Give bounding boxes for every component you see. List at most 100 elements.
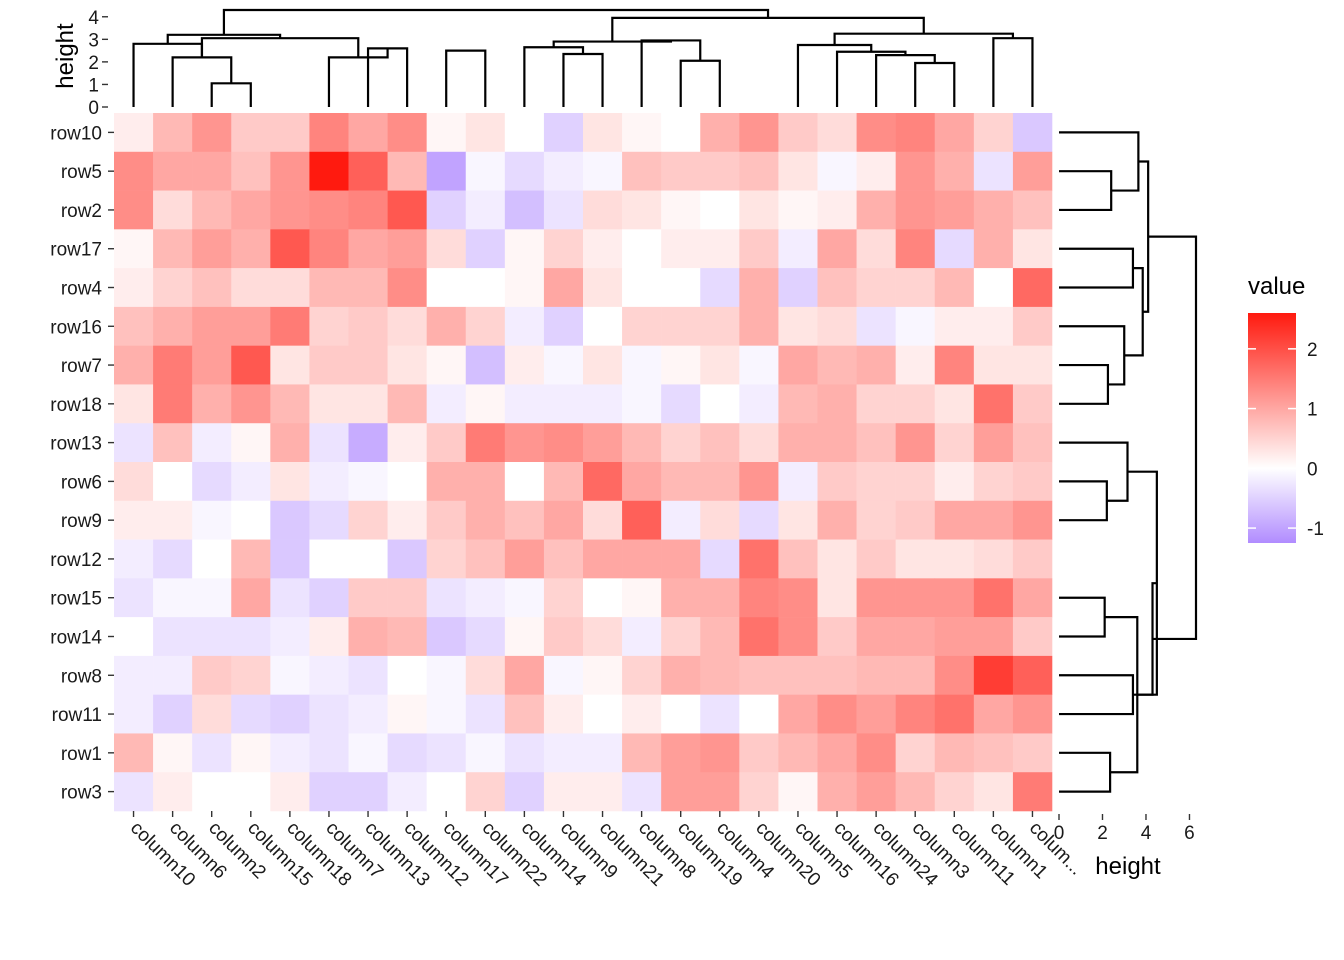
heatmap-cell: [622, 113, 662, 153]
dendrogram-branch: [562, 52, 604, 107]
heatmap-cell: [387, 423, 427, 463]
heatmap-cell: [270, 151, 310, 191]
heatmap-cell: [1012, 655, 1053, 695]
heatmap-cell: [739, 539, 779, 579]
heatmap-cell: [934, 384, 975, 424]
legend-tick-label: 2: [1307, 340, 1318, 361]
heatmap-cell: [739, 655, 779, 695]
heatmap-cell: [856, 578, 896, 618]
dendrogram-branch: [132, 42, 204, 107]
right-dendrogram-axis-title: height: [1095, 853, 1161, 880]
heatmap-cell: [309, 306, 349, 346]
heatmap-cell: [700, 500, 740, 540]
row-label: row4: [61, 279, 103, 300]
heatmap-cell: [504, 617, 545, 657]
heatmap-cell: [583, 229, 623, 269]
heatmap-cell: [465, 268, 506, 308]
heatmap-cell: [778, 578, 818, 618]
heatmap-cell: [270, 655, 310, 695]
heatmap-cell: [348, 462, 388, 502]
heatmap-cell: [817, 578, 857, 618]
row-label: row8: [61, 666, 102, 687]
heatmap-cell: [739, 306, 779, 346]
heatmap-cell: [739, 617, 779, 657]
heatmap-cell: [895, 733, 936, 773]
heatmap-cell: [817, 500, 857, 540]
heatmap-cell: [192, 151, 232, 191]
heatmap-cell: [231, 462, 271, 502]
heatmap-cell: [543, 190, 584, 230]
row-label: row17: [50, 240, 102, 261]
heatmap-cell: [153, 345, 193, 385]
heatmap-cell: [348, 229, 388, 269]
heatmap-cell: [661, 539, 701, 579]
heatmap-cell: [504, 539, 545, 579]
heatmap-cell: [895, 694, 936, 734]
heatmap-cell: [348, 190, 388, 230]
heatmap-cell: [114, 578, 154, 618]
heatmap-cell: [192, 772, 232, 812]
row-label: row14: [50, 628, 102, 649]
dendrogram-branch: [366, 47, 409, 107]
row-label: row18: [50, 395, 102, 416]
row-label: row13: [50, 434, 102, 455]
dendrogram-branch: [523, 46, 585, 107]
heatmap-cell: [739, 384, 779, 424]
legend-color-bar: [1248, 313, 1296, 543]
heatmap-cell: [504, 694, 545, 734]
heatmap-cell: [192, 229, 232, 269]
heatmap-cell: [348, 384, 388, 424]
dendrogram-branch: [611, 16, 925, 42]
heatmap-cell: [153, 617, 193, 657]
heatmap-cell: [465, 500, 506, 540]
heatmap-cell: [348, 733, 388, 773]
heatmap-cell: [153, 694, 193, 734]
heatmap-cell: [739, 694, 779, 734]
heatmap-cell: [739, 345, 779, 385]
heatmap-cell: [270, 384, 310, 424]
heatmap-cell: [231, 384, 271, 424]
heatmap-cell: [778, 229, 818, 269]
heatmap-cell: [192, 578, 232, 618]
heatmap-cell: [309, 190, 349, 230]
right-axis-tick-label: 2: [1097, 823, 1108, 844]
heatmap-cell: [1012, 617, 1053, 657]
heatmap-cell: [192, 694, 232, 734]
heatmap-cell: [856, 655, 896, 695]
heatmap-cell: [973, 423, 1014, 463]
heatmap-cell: [856, 229, 896, 269]
heatmap-cell: [114, 772, 154, 812]
heatmap-cell: [543, 345, 584, 385]
heatmap-cell: [192, 306, 232, 346]
heatmap-cell: [700, 539, 740, 579]
heatmap-cell: [661, 617, 701, 657]
heatmap-cell: [661, 655, 701, 695]
heatmap-cell: [231, 423, 271, 463]
heatmap-cell: [895, 772, 936, 812]
heatmap-cell: [504, 190, 545, 230]
heatmap-cell: [856, 423, 896, 463]
heatmap-cell: [348, 578, 388, 618]
heatmap-cell: [895, 423, 936, 463]
heatmap-cell: [622, 229, 662, 269]
heatmap-cell: [700, 190, 740, 230]
heatmap-cell: [114, 423, 154, 463]
heatmap-cell: [856, 384, 896, 424]
top-dendrogram: [132, 8, 1034, 107]
heatmap-cell: [543, 151, 584, 191]
row-label: row16: [50, 317, 102, 338]
heatmap-cell: [270, 617, 310, 657]
heatmap-cell: [622, 694, 662, 734]
heatmap-cell: [622, 268, 662, 308]
heatmap-cell: [231, 229, 271, 269]
heatmap-cell: [270, 113, 310, 153]
heatmap-cell: [856, 772, 896, 812]
heatmap-cell: [973, 268, 1014, 308]
heatmap-cell: [465, 539, 506, 579]
heatmap-cell: [895, 151, 936, 191]
dendrogram-branch: [1059, 441, 1129, 502]
heatmap-cell: [153, 772, 193, 812]
row-label: row7: [61, 356, 102, 377]
heatmap-cell: [309, 733, 349, 773]
